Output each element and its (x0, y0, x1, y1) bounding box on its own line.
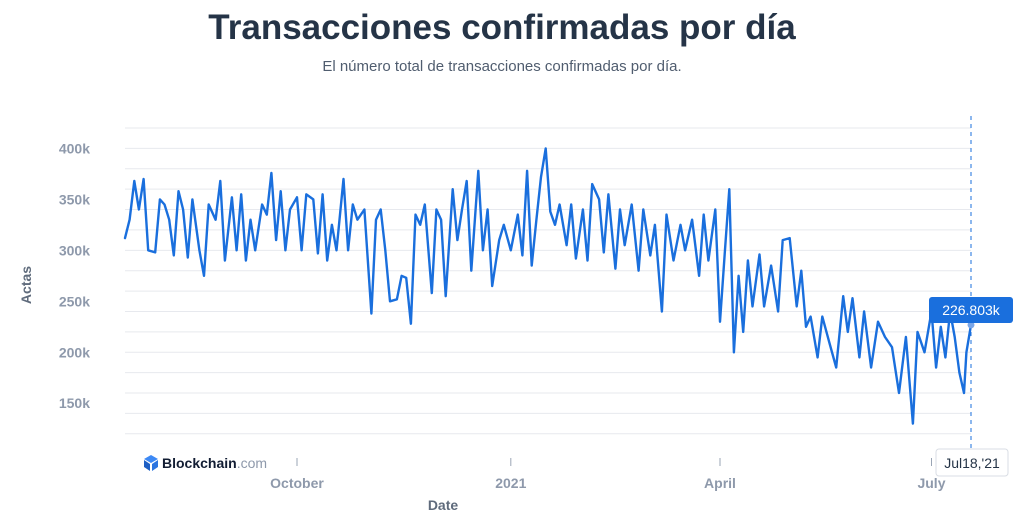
x-tick-label: July (917, 475, 945, 491)
value-tooltip-box (929, 297, 1013, 323)
date-tooltip-label: Jul18,'21 (944, 455, 1000, 471)
series-line (123, 147, 973, 425)
date-tooltip-box (935, 448, 1009, 477)
brand-name: Blockchain.com (162, 455, 267, 471)
value-tooltip: 226.803k (929, 297, 1013, 323)
chart-title: Transacciones confirmadas por día (208, 8, 796, 47)
x-tick-label: October (270, 475, 324, 491)
x-axis-label: Date (428, 497, 459, 513)
y-tick-label: 250k (59, 293, 90, 309)
y-tick-label: 350k (59, 191, 90, 207)
y-tick-label: 150k (59, 395, 90, 411)
x-tick-label: 2021 (495, 475, 526, 491)
value-tooltip-label: 226.803k (942, 302, 1001, 318)
last-data-point[interactable] (967, 321, 975, 329)
grid-lines (125, 127, 971, 435)
date-tooltip: Jul18,'21 (935, 448, 1009, 477)
x-axis-ticks: October 2021 April July (270, 458, 946, 491)
chart-subtitle: El número total de transacciones confirm… (322, 58, 682, 75)
y-axis-ticks: 150k 200k 250k 300k 350k 400k (59, 140, 90, 411)
y-tick-label: 200k (59, 344, 90, 360)
blockchain-cube-icon (144, 455, 158, 471)
y-axis-label: Actas (18, 266, 34, 304)
x-tick-label: April (704, 475, 736, 491)
y-tick-label: 300k (59, 242, 90, 258)
brand-logo: Blockchain.com (144, 455, 267, 471)
y-tick-label: 400k (59, 140, 90, 156)
